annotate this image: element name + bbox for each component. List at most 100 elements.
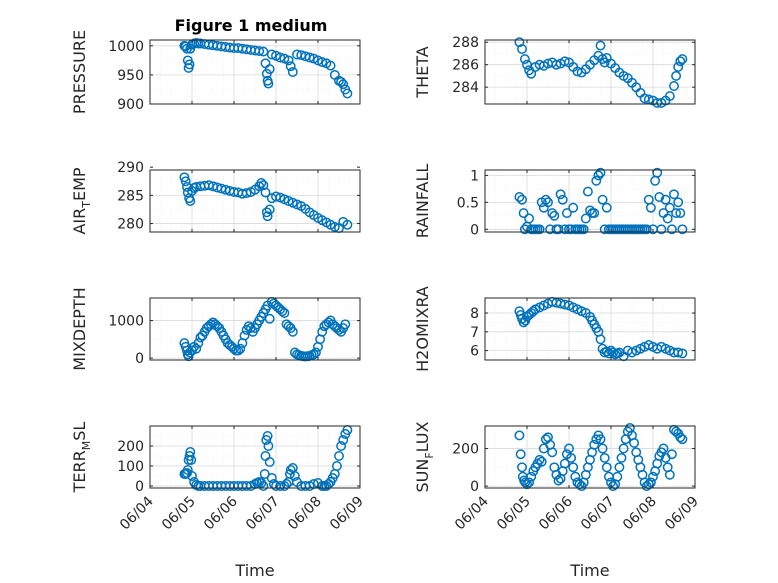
- axes-frame: [484, 297, 696, 361]
- y-tick-label: 290: [117, 160, 144, 176]
- data-point: [184, 59, 195, 70]
- data-point: [256, 178, 267, 188]
- ylabel-2: AIRTEMP: [70, 167, 93, 234]
- ylabel-4: MIXDEPTH: [70, 287, 89, 370]
- y-tick-label: 200: [452, 442, 479, 458]
- data-point: [514, 430, 525, 441]
- data-point: [277, 306, 288, 317]
- data-point: [559, 458, 570, 469]
- data-point: [287, 67, 298, 77]
- data-point: [524, 213, 535, 224]
- ylabel-0: PRESSURE: [70, 30, 89, 114]
- data-point: [671, 70, 682, 81]
- data-point: [559, 299, 570, 310]
- ylabel-7: SUNFLUX: [413, 421, 436, 492]
- data-point: [266, 49, 277, 60]
- data-point: [568, 462, 579, 473]
- data-point: [338, 435, 349, 445]
- data-point: [275, 52, 286, 63]
- data-point: [612, 471, 623, 482]
- data-point: [342, 219, 353, 230]
- data-point: [518, 208, 529, 219]
- data-point: [524, 477, 535, 488]
- data-point: [601, 346, 612, 357]
- data-point: [254, 46, 265, 57]
- data-point: [317, 326, 328, 337]
- data-point: [601, 202, 612, 213]
- data-point: [310, 347, 321, 358]
- data-point: [666, 224, 677, 235]
- data-point: [595, 40, 606, 51]
- y-tick-label: 900: [117, 97, 144, 113]
- axes-frame: [484, 39, 696, 105]
- data-point: [340, 319, 351, 330]
- y-tick-label: 0: [470, 479, 479, 495]
- data-point: [534, 454, 545, 465]
- data-point: [540, 194, 551, 205]
- data-point: [597, 443, 608, 454]
- data-point: [677, 434, 688, 445]
- axes-frame: [484, 169, 696, 233]
- data-point: [264, 313, 275, 324]
- data-point: [662, 213, 673, 224]
- data-point: [334, 451, 344, 461]
- data-point: [193, 338, 204, 349]
- x-tick-label: 06/07: [578, 494, 618, 534]
- x-tick-label: 06/04: [452, 493, 492, 533]
- x-tick-label: 06/04: [117, 493, 157, 533]
- y-tick-label: 0: [135, 479, 144, 495]
- data-point: [570, 471, 581, 482]
- data-point: [239, 330, 250, 341]
- y-tick-label: 200: [117, 439, 144, 455]
- data-point: [187, 471, 197, 481]
- subplot-4: 0 1000 MIXDEPTH: [70, 287, 361, 371]
- axes-frame: [149, 297, 361, 361]
- data-point: [669, 81, 679, 91]
- data-point: [517, 44, 527, 54]
- data-point: [648, 471, 658, 482]
- data-point: [331, 461, 342, 471]
- y-tick-label: 1000: [108, 39, 144, 55]
- data-point: [664, 469, 675, 480]
- data-point: [342, 88, 353, 99]
- y-tick-label: 280: [117, 217, 144, 233]
- axes-frame: [149, 425, 361, 489]
- data-point: [589, 208, 600, 219]
- data-point: [289, 471, 300, 481]
- data-point: [264, 64, 275, 75]
- data-point: [599, 452, 610, 463]
- xlabel-6: Time: [234, 561, 274, 580]
- data-point: [233, 345, 244, 356]
- data-point: [543, 197, 553, 208]
- axes-frame: [484, 425, 696, 489]
- data-point: [561, 208, 572, 219]
- data-point: [595, 434, 606, 445]
- data-point: [559, 56, 570, 67]
- y-tick-label: 286: [452, 58, 479, 74]
- subplot-1: 284 286 288 THETA: [413, 35, 696, 108]
- data-point: [673, 197, 684, 208]
- data-point: [264, 204, 275, 215]
- data-point: [285, 61, 296, 72]
- data-point: [536, 456, 547, 467]
- data-point: [608, 347, 619, 358]
- subplot-2: 280 285 290 AIRTEMP: [70, 160, 361, 235]
- data-point: [284, 469, 295, 479]
- data-point: [262, 431, 273, 441]
- data-point: [185, 196, 196, 206]
- data-point: [287, 326, 298, 337]
- data-point: [677, 348, 688, 359]
- data-point: [264, 457, 275, 467]
- x-tick-label: 06/06: [536, 493, 576, 533]
- data-point: [595, 334, 606, 345]
- data-point: [673, 61, 684, 72]
- subplot-7: 0 200 SUNFLUX 06/04 06/05 06/06 06/07 06/08 06/0…: [413, 421, 702, 580]
- data-point: [664, 91, 675, 102]
- data-point: [266, 473, 277, 483]
- data-point: [645, 477, 656, 488]
- data-point: [557, 194, 568, 205]
- data-point: [534, 224, 545, 235]
- data-point: [599, 57, 610, 68]
- data-point: [658, 443, 669, 454]
